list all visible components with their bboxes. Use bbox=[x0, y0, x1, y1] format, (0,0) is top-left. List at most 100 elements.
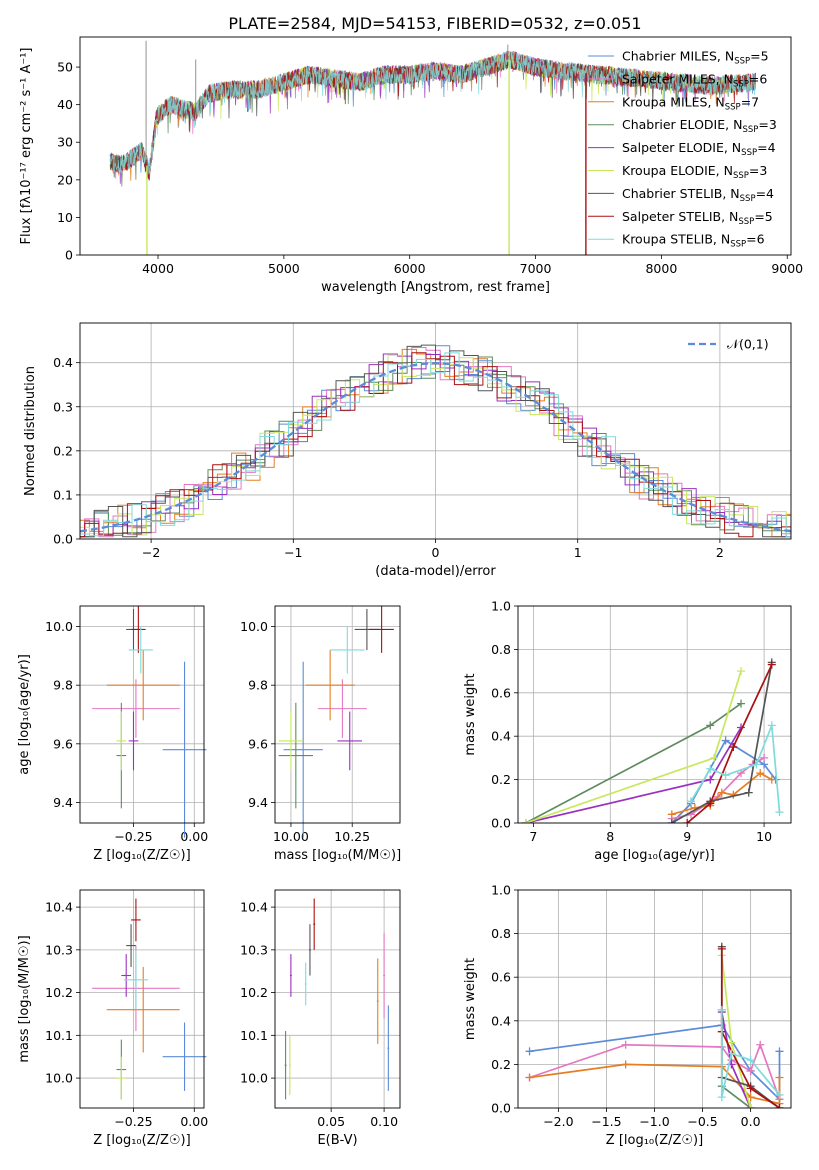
mass_age-frame bbox=[274, 605, 401, 824]
weight_age-marker-kroupa_miles bbox=[717, 788, 726, 797]
residual-hist-salpeter_elodie bbox=[80, 353, 791, 538]
spectrum-ytick-label: 10 bbox=[57, 210, 73, 225]
mass_age-ytick-label: 10.0 bbox=[240, 619, 268, 634]
ebv_mass-ytick-label: 10.3 bbox=[240, 942, 268, 957]
residuals-axes: −2 −1 0 1 2 0.0 0.1 0.2 0.3 0.4 (data-model)/error… bbox=[23, 323, 791, 579]
residuals-xlabel: (data-model)/error bbox=[375, 564, 496, 579]
ebv_mass-xtick-label: 0.10 bbox=[370, 1114, 398, 1129]
spectrum-xtick-label: 8000 bbox=[645, 261, 677, 276]
weight_z-xtick-label: −0.5 bbox=[687, 1114, 717, 1129]
residuals-ytick-label: 0.1 bbox=[53, 487, 73, 502]
weight_age-marker-chabrier_elodie bbox=[706, 721, 715, 730]
ebv_mass-ytick-label: 10.0 bbox=[240, 1071, 268, 1086]
spectrum-xtick-label: 7000 bbox=[520, 261, 552, 276]
weight_z-ytick-label: 0.8 bbox=[491, 926, 511, 941]
weight_age-marker-kroupa_stelib bbox=[775, 808, 784, 817]
weight_z-xtick-label: −1.0 bbox=[639, 1114, 669, 1129]
weight_age-marker-salpeter_elodie bbox=[706, 775, 715, 784]
z_age-points bbox=[92, 606, 207, 838]
residuals-xtick-label: 2 bbox=[716, 545, 724, 560]
weight_age-line-chabrier_stelib bbox=[671, 662, 773, 823]
spectrum-line-kroupa_stelib bbox=[109, 51, 756, 175]
weight_z-ytick-label: 0.0 bbox=[491, 1101, 511, 1116]
weight_age-marker-kroupa_elodie bbox=[737, 667, 746, 676]
weight_z-marker-salpeter_stelib bbox=[717, 944, 726, 953]
weight_age-marker-salpeter_miles bbox=[760, 753, 769, 762]
residual-hist-salpeter_stelib bbox=[80, 352, 791, 538]
weight_age-marker-kroupa_miles bbox=[756, 769, 765, 778]
z_age-xtick-label: 0.00 bbox=[180, 829, 208, 844]
weight_age-marker-salpeter_stelib bbox=[729, 743, 738, 752]
spectrum-frame bbox=[79, 36, 792, 256]
weight_z-ytick-label: 0.2 bbox=[491, 1057, 511, 1072]
z_age-xtick-label: −0.25 bbox=[114, 829, 152, 844]
spectrum-ytick-label: 0 bbox=[65, 248, 73, 263]
weight_age-line-kroupa_stelib bbox=[690, 725, 781, 813]
z_mass-ylabel: mass [log₁₀(M/M☉)] bbox=[17, 935, 32, 1062]
z_mass-axes: −0.25 0.00 10.0 10.1 10.2 10.3 10.4 Z [log₁₀(Z/… bbox=[17, 890, 208, 1148]
ebv_mass-ytick-label: 10.2 bbox=[240, 985, 268, 1000]
weight_z-marker-kroupa_stelib bbox=[775, 1090, 784, 1099]
weight_age-marker-chabrier_stelib bbox=[744, 788, 753, 797]
weight_z-marker-salpeter_miles bbox=[746, 1066, 755, 1075]
z_mass-ytick-label: 10.3 bbox=[45, 942, 73, 957]
weight_age-marker-kroupa_stelib bbox=[687, 797, 696, 806]
weight_age-series bbox=[521, 658, 784, 823]
legend-label-salpeter_miles: Salpeter MILES, NSSP=6 bbox=[622, 71, 767, 89]
weight_z-marker-kroupa_stelib bbox=[717, 1093, 726, 1102]
residuals-ytick-label: 0.0 bbox=[53, 532, 73, 547]
weight_age-marker-kroupa_miles bbox=[667, 810, 676, 819]
weight_z-marker-kroupa_stelib bbox=[727, 1049, 736, 1058]
weight_age-marker-salpeter_stelib bbox=[683, 819, 692, 823]
legend-label-chabrier_elodie: Chabrier ELODIE, NSSP=3 bbox=[622, 117, 777, 135]
z_age-ytick-label: 9.4 bbox=[53, 795, 73, 810]
mass_age-xlabel: mass [log₁₀(M/M☉)] bbox=[274, 848, 401, 863]
weight_z-ylabel: mass weight bbox=[463, 958, 478, 1040]
spectrum-lines bbox=[109, 40, 756, 255]
weight_z-frame bbox=[517, 889, 792, 1109]
residuals-xtick-label: 1 bbox=[574, 545, 582, 560]
residuals-ytick-label: 0.3 bbox=[53, 399, 73, 414]
z_age-ytick-label: 9.6 bbox=[53, 736, 73, 751]
weight_age-ylabel: mass weight bbox=[463, 673, 478, 755]
residuals-ytick-label: 0.4 bbox=[53, 355, 73, 370]
ebv_mass-ytick-label: 10.4 bbox=[240, 900, 268, 915]
legend-label-salpeter_stelib: Salpeter STELIB, NSSP=5 bbox=[622, 209, 773, 227]
weight_z-xtick-label: 0.0 bbox=[741, 1114, 761, 1129]
weight_z-marker-kroupa_stelib bbox=[717, 1005, 726, 1014]
mass_age-xtick-label: 10.00 bbox=[273, 829, 309, 844]
weight_age-ytick-label: 0.6 bbox=[491, 685, 511, 700]
z_mass-ytick-label: 10.0 bbox=[45, 1071, 73, 1086]
spectrum-xlabel: wavelength [Angstrom, rest frame] bbox=[321, 280, 550, 295]
legend-label-salpeter_elodie: Salpeter ELODIE, NSSP=4 bbox=[622, 140, 776, 158]
legend-label-chabrier_stelib: Chabrier STELIB, NSSP=4 bbox=[622, 186, 774, 204]
residual-hist-chabrier_stelib bbox=[80, 344, 791, 538]
z_mass-ytick-label: 10.4 bbox=[45, 900, 73, 915]
weight_age-marker-kroupa_stelib bbox=[706, 764, 715, 773]
weight_age-xtick-label: 7 bbox=[529, 829, 537, 844]
legend-label-kroupa_miles: Kroupa MILES, NSSP=7 bbox=[622, 94, 759, 112]
z_age-ytick-label: 10.0 bbox=[45, 619, 73, 634]
normal-curve bbox=[80, 361, 791, 533]
weight_age-ytick-label: 0.8 bbox=[491, 642, 511, 657]
legend-normal-label: 𝒩(0,1) bbox=[727, 337, 769, 352]
weight_z-marker-kroupa_miles bbox=[621, 1060, 630, 1069]
mass_age-axes: 10.00 10.25 9.4 9.6 9.8 10.0 mass [log₁₀(M/M☉)… bbox=[240, 606, 401, 863]
residuals-xtick-label: −2 bbox=[142, 545, 160, 560]
ebv_mass-xtick-label: 0.05 bbox=[317, 1114, 345, 1129]
weight_age-marker-salpeter_stelib bbox=[706, 799, 715, 808]
weight_z-marker-salpeter_stelib bbox=[775, 1104, 784, 1108]
weight_z-marker-salpeter_miles bbox=[756, 1040, 765, 1049]
weight_z-xtick-label: −1.5 bbox=[591, 1114, 621, 1129]
z_age-ytick-label: 9.8 bbox=[53, 678, 73, 693]
weight_z-ytick-label: 1.0 bbox=[491, 883, 511, 898]
spectrum-xtick-label: 4000 bbox=[142, 261, 174, 276]
weight_age-ytick-label: 0.4 bbox=[491, 729, 511, 744]
mass_age-ytick-label: 9.8 bbox=[248, 678, 268, 693]
spectrum-ytick-label: 40 bbox=[57, 97, 73, 112]
weight_age-marker-kroupa_stelib bbox=[721, 771, 730, 780]
weight_age-ytick-label: 0.0 bbox=[491, 816, 511, 831]
weight_age-ytick-label: 0.2 bbox=[491, 772, 511, 787]
weight_z-series bbox=[525, 942, 784, 1108]
weight_z-marker-kroupa_elodie bbox=[727, 1038, 736, 1047]
